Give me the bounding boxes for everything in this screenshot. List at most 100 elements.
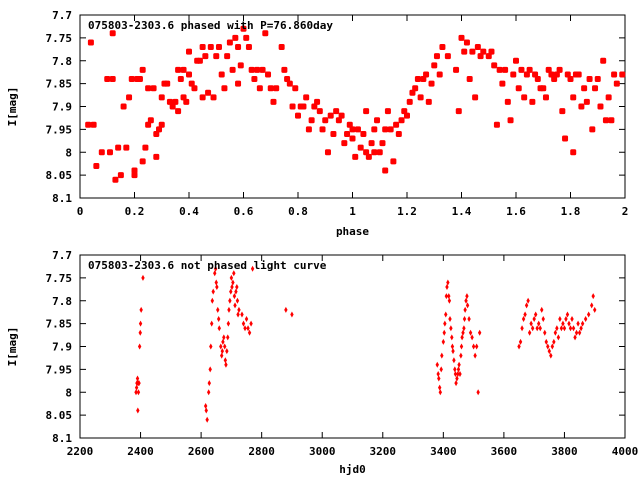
phased-data-point bbox=[224, 53, 231, 60]
unphased-data-point bbox=[546, 343, 550, 350]
unphased-x-tick-label: 3200 bbox=[370, 445, 397, 458]
unphased-data-point bbox=[135, 375, 140, 382]
phased-data-point bbox=[395, 130, 402, 137]
phased-data-point bbox=[562, 135, 569, 142]
phased-data-point bbox=[289, 103, 296, 110]
phased-data-point bbox=[314, 98, 321, 105]
unphased-data-point bbox=[284, 306, 288, 313]
unphased-data-point bbox=[223, 343, 227, 350]
phased-data-point bbox=[491, 62, 498, 69]
unphased-data-point bbox=[243, 325, 247, 332]
unphased-data-point bbox=[527, 329, 532, 336]
unphased-data-point bbox=[220, 348, 225, 355]
unphased-data-point bbox=[517, 343, 521, 350]
phased-data-point bbox=[316, 108, 323, 115]
unphased-data-point bbox=[138, 329, 142, 336]
phased-data-point bbox=[180, 66, 187, 73]
phased-data-point bbox=[153, 130, 160, 137]
phased-data-point bbox=[420, 76, 427, 83]
unphased-data-point bbox=[456, 366, 461, 373]
phased-data-point bbox=[363, 149, 370, 156]
unphased-data-point bbox=[447, 293, 451, 300]
phased-data-point bbox=[474, 44, 481, 51]
phased-data-point bbox=[117, 172, 124, 179]
unphased-data-point bbox=[583, 316, 588, 323]
phased-data-point bbox=[191, 85, 198, 92]
unphased-data-point bbox=[444, 311, 448, 318]
unphased-data-point bbox=[222, 334, 226, 341]
phased-data-point bbox=[458, 34, 465, 41]
unphased-data-point bbox=[438, 389, 443, 396]
phased-data-point bbox=[109, 76, 116, 83]
unphased-data-point bbox=[518, 338, 523, 345]
unphased-y-tick-label: 7.95 bbox=[46, 363, 73, 376]
unphased-x-tick-label: 3400 bbox=[430, 445, 457, 458]
phased-data-point bbox=[120, 103, 127, 110]
phased-data-point bbox=[496, 66, 503, 73]
phased-data-point bbox=[346, 121, 353, 128]
phased-data-point bbox=[128, 76, 135, 83]
phased-y-tick-label: 8 bbox=[65, 146, 72, 159]
phased-data-point bbox=[376, 149, 383, 156]
phased-data-point bbox=[229, 66, 236, 73]
unphased-data-point bbox=[203, 402, 208, 409]
unphased-data-point bbox=[453, 366, 457, 373]
unphased-data-point bbox=[214, 279, 218, 286]
unphased-x-tick-label: 4000 bbox=[612, 445, 639, 458]
phased-data-point bbox=[235, 80, 242, 87]
unphased-data-point bbox=[241, 320, 246, 327]
unphased-data-point bbox=[579, 325, 583, 332]
unphased-data-point bbox=[591, 293, 595, 300]
phased-data-point bbox=[428, 80, 435, 87]
unphased-data-point bbox=[476, 389, 480, 396]
phased-data-point bbox=[240, 25, 247, 32]
unphased-y-tick-label: 8.05 bbox=[46, 409, 73, 422]
phased-data-point bbox=[295, 112, 301, 119]
unphased-data-point bbox=[236, 311, 240, 318]
unphased-data-point bbox=[523, 311, 527, 318]
unphased-y-tick-label: 8 bbox=[65, 386, 72, 399]
phased-data-point bbox=[273, 85, 280, 92]
unphased-data-point bbox=[457, 361, 461, 368]
phased-data-point bbox=[256, 85, 263, 92]
unphased-data-point bbox=[205, 416, 209, 423]
phased-data-point bbox=[368, 140, 375, 147]
unphased-data-point bbox=[455, 375, 459, 382]
phased-data-point bbox=[205, 89, 212, 96]
phased-y-tick-label: 7.95 bbox=[46, 123, 73, 136]
unphased-data-point bbox=[568, 325, 573, 332]
phased-data-point bbox=[466, 76, 473, 83]
phased-data-point bbox=[215, 44, 222, 51]
unphased-data-point bbox=[223, 357, 228, 364]
phased-data-point bbox=[548, 71, 555, 78]
phased-plot-frame bbox=[79, 14, 626, 199]
phased-data-point bbox=[292, 85, 299, 92]
phased-data-point bbox=[186, 48, 192, 55]
unphased-data-point bbox=[558, 316, 562, 323]
phased-data-point bbox=[131, 167, 138, 174]
phased-data-point bbox=[106, 149, 113, 156]
phased-data-point bbox=[338, 112, 345, 119]
unphased-data-point bbox=[549, 352, 553, 359]
unphased-data-point bbox=[570, 316, 574, 323]
unphased-data-point bbox=[235, 297, 240, 304]
unphased-data-point bbox=[249, 320, 253, 327]
phased-data-point bbox=[248, 66, 255, 73]
phased-data-point bbox=[270, 98, 277, 105]
phased-data-point bbox=[352, 153, 359, 160]
phased-data-point bbox=[259, 66, 266, 73]
phased-data-point bbox=[265, 71, 272, 78]
phased-data-point bbox=[398, 117, 405, 124]
unphased-data-point bbox=[213, 270, 217, 277]
phased-data-point bbox=[423, 71, 430, 78]
unphased-data-point bbox=[136, 407, 140, 414]
unphased-data-point bbox=[543, 329, 547, 336]
phased-data-point bbox=[90, 121, 97, 128]
phased-data-point bbox=[594, 76, 601, 83]
unphased-x-axis-label: hjd0 bbox=[339, 463, 366, 476]
phased-data-point bbox=[409, 89, 416, 96]
phased-data-point bbox=[199, 44, 206, 51]
unphased-data-point bbox=[231, 279, 235, 286]
unphased-data-point bbox=[209, 343, 213, 350]
unphased-data-point bbox=[471, 343, 476, 350]
